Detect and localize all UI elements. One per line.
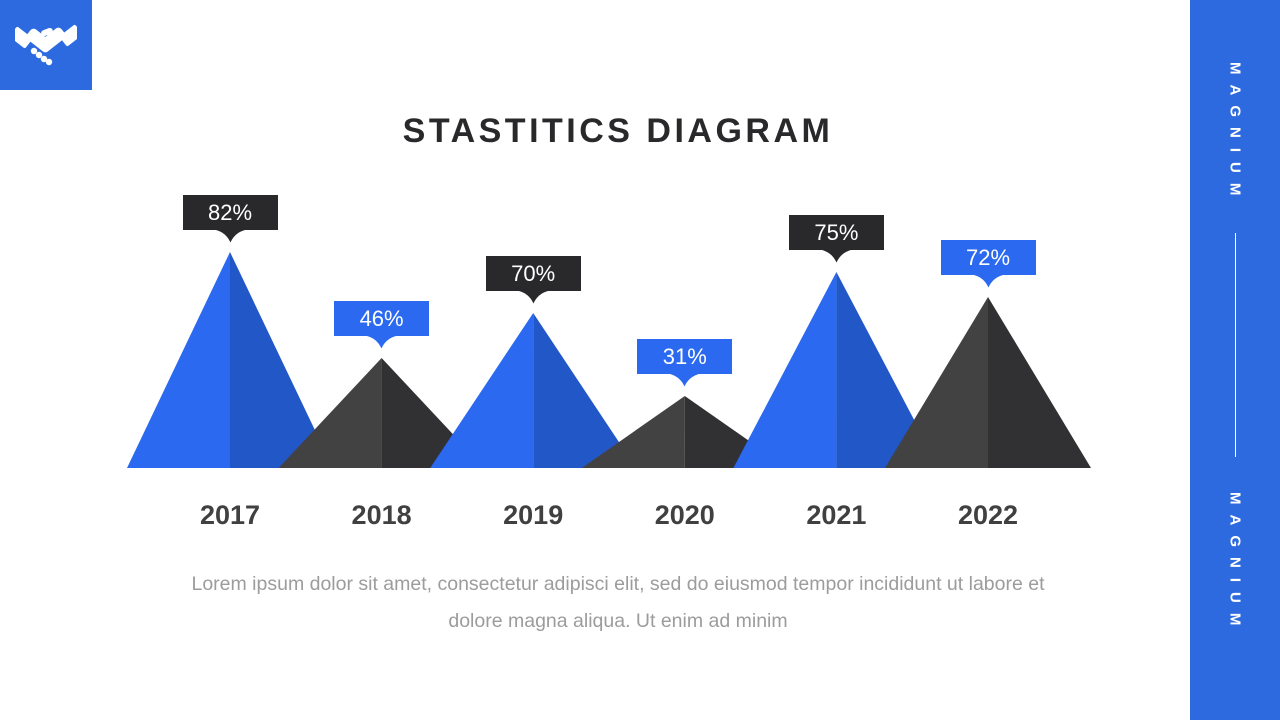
sidebar-divider	[1235, 233, 1236, 457]
value-tag-label: 72%	[940, 240, 1036, 275]
description-text: Lorem ipsum dolor sit amet, consectetur …	[0, 566, 1236, 640]
value-tag-label: 75%	[788, 215, 884, 250]
value-tag-label: 31%	[637, 339, 733, 374]
tag-pointer-icon	[817, 249, 855, 263]
tag-pointer-icon	[514, 290, 552, 304]
triangle-2019-left	[430, 313, 534, 468]
value-tag-2019: 70%	[485, 256, 581, 304]
value-tag-label: 46%	[334, 301, 430, 336]
year-label-2019: 2019	[503, 500, 564, 530]
tag-pointer-icon	[969, 274, 1007, 288]
sidebar-brand-bottom: MAGNIUM	[1226, 492, 1244, 636]
year-label-2018: 2018	[351, 500, 412, 530]
tag-pointer-icon	[363, 335, 401, 349]
description-line-1: Lorem ipsum dolor sit amet, consectetur …	[191, 573, 1045, 595]
value-tag-label: 70%	[485, 256, 581, 291]
value-tag-2020: 31%	[637, 339, 733, 387]
logo	[0, 0, 92, 90]
triangle-2019-right	[533, 313, 637, 468]
triangle-2018-left	[278, 358, 382, 468]
value-tag-2018: 46%	[334, 301, 430, 349]
description-line-2: dolore magna aliqua. Ut enim ad minim	[448, 610, 788, 632]
value-tag-2021: 75%	[788, 215, 884, 263]
triangle-2022-left	[885, 297, 988, 468]
year-label-2020: 2020	[654, 500, 715, 530]
value-tag-label: 82%	[182, 195, 278, 230]
triangle-2022-right	[988, 297, 1091, 468]
value-tag-2022: 72%	[940, 240, 1036, 288]
sidebar: MAGNIUM MAGNIUM	[1190, 0, 1280, 720]
tag-pointer-icon	[666, 373, 704, 387]
value-tag-2017: 82%	[182, 195, 278, 243]
tag-pointer-icon	[211, 229, 249, 243]
triangle-2020-left	[581, 396, 685, 468]
handshake-icon	[15, 25, 77, 66]
page-title: STASTITICS DIAGRAM	[402, 112, 834, 150]
triangle-2017-left	[127, 252, 230, 468]
triangle-2021-right	[836, 272, 940, 468]
triangle-2021-left	[733, 272, 837, 468]
year-label-2022: 2022	[957, 500, 1019, 530]
year-label-2021: 2021	[806, 500, 867, 530]
triangle-2017-right	[230, 252, 333, 468]
sidebar-brand-top: MAGNIUM	[1226, 62, 1244, 206]
year-label-2017: 2017	[199, 500, 261, 530]
